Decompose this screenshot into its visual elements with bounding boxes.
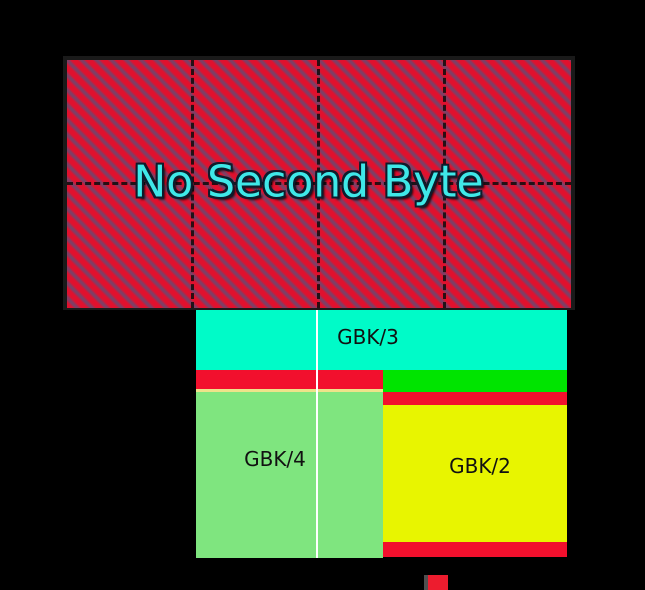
right-red-stripe <box>383 392 567 405</box>
grid-line <box>67 182 571 185</box>
gbk2-label: GBK/2 <box>449 454 511 478</box>
gbk4-region <box>196 392 383 558</box>
column-divider-line <box>316 310 318 558</box>
gbk4-label: GBK/4 <box>244 447 306 471</box>
legend-red-swatch <box>424 575 448 590</box>
left-pale-yellow-stripe <box>196 389 383 392</box>
gbk2-region <box>383 405 567 542</box>
gbk3-region <box>196 310 567 370</box>
no-second-byte-region: No Second Byte <box>63 56 575 310</box>
gbk3-label: GBK/3 <box>337 325 399 349</box>
no-second-byte-label: No Second Byte <box>133 156 484 208</box>
left-red-stripe <box>196 370 383 389</box>
bottom-red-stripe <box>383 542 567 557</box>
right-green-stripe <box>383 370 567 392</box>
